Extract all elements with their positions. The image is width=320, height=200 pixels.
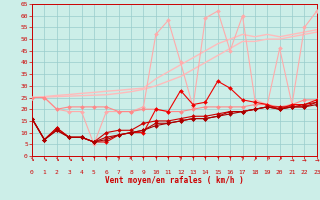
X-axis label: Vent moyen/en rafales ( km/h ): Vent moyen/en rafales ( km/h ) [105, 176, 244, 185]
